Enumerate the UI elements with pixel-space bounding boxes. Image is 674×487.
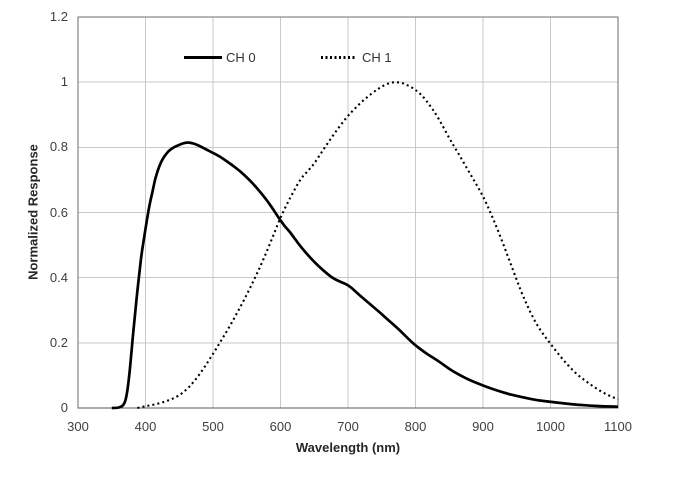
legend-label-ch1: CH 1 — [362, 49, 392, 65]
y-tick-label: 1 — [60, 74, 68, 90]
x-tick-label: 600 — [269, 419, 292, 434]
x-axis-title: Wavelength (nm) — [295, 440, 401, 455]
y-tick-label: 0.2 — [49, 334, 68, 350]
x-tick-label: 1100 — [604, 419, 632, 434]
x-tick-label: 300 — [67, 419, 89, 434]
y-tick-label: 0.4 — [49, 269, 68, 285]
dotted-line-sample-icon — [321, 55, 356, 59]
legend-item-ch1: CH 1 — [321, 49, 392, 65]
y-tick-label: 0.8 — [49, 139, 68, 155]
y-tick-label: 0 — [60, 400, 68, 415]
legend-label-ch0: CH 0 — [226, 49, 256, 65]
x-tick-label: 900 — [472, 419, 494, 434]
x-tick-label: 400 — [134, 419, 157, 434]
x-tick-label: 1000 — [536, 419, 565, 434]
y-tick-label: 1.2 — [49, 9, 68, 24]
solid-line-sample-icon — [184, 55, 222, 59]
x-tick-label: 500 — [202, 419, 224, 434]
x-tick-label: 700 — [337, 419, 359, 434]
legend-item-ch0: CH 0 — [184, 49, 256, 65]
y-tick-label: 0.6 — [49, 204, 68, 220]
x-tick-label: 800 — [404, 419, 427, 434]
